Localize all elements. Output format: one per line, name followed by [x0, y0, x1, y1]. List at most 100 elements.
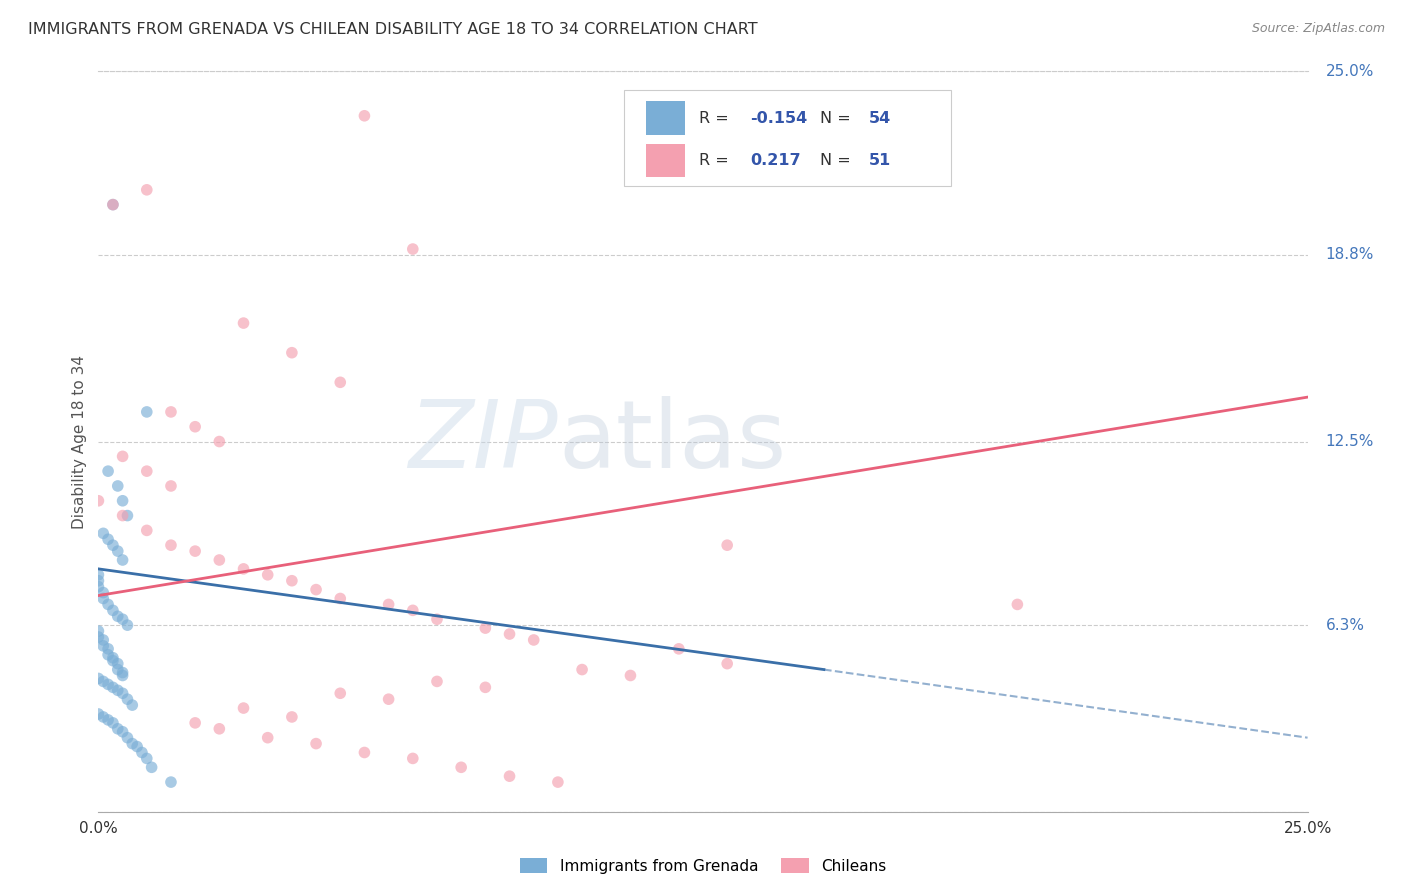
- Text: 18.8%: 18.8%: [1326, 247, 1374, 262]
- Point: [402, 603, 425, 617]
- Point: [121, 698, 143, 712]
- Point: [305, 582, 328, 597]
- Point: [208, 722, 231, 736]
- Point: [91, 632, 114, 647]
- Point: [101, 650, 124, 665]
- Text: ZIP: ZIP: [408, 396, 558, 487]
- Text: 12.5%: 12.5%: [1326, 434, 1374, 449]
- Point: [547, 775, 569, 789]
- Point: [107, 479, 129, 493]
- Point: [135, 464, 157, 478]
- Point: [107, 722, 129, 736]
- Text: N =: N =: [820, 111, 856, 126]
- Point: [402, 751, 425, 765]
- Point: [474, 681, 496, 695]
- Point: [107, 544, 129, 558]
- Point: [127, 739, 149, 754]
- Point: [160, 775, 183, 789]
- Point: [232, 562, 254, 576]
- Point: [111, 665, 134, 680]
- Point: [101, 715, 124, 730]
- Point: [91, 674, 114, 689]
- Point: [329, 591, 352, 606]
- Point: [117, 508, 139, 523]
- Point: [135, 183, 157, 197]
- Point: [111, 686, 134, 700]
- Point: [101, 197, 124, 211]
- Text: Source: ZipAtlas.com: Source: ZipAtlas.com: [1251, 22, 1385, 36]
- Point: [281, 574, 304, 588]
- Point: [107, 683, 129, 698]
- Text: N =: N =: [820, 153, 856, 168]
- Point: [111, 450, 134, 464]
- Text: -0.154: -0.154: [751, 111, 807, 126]
- Point: [91, 710, 114, 724]
- Point: [131, 746, 153, 760]
- Text: 54: 54: [869, 111, 891, 126]
- Point: [426, 612, 449, 626]
- Point: [450, 760, 472, 774]
- Point: [111, 724, 134, 739]
- Legend: Immigrants from Grenada, Chileans: Immigrants from Grenada, Chileans: [513, 852, 893, 880]
- Point: [523, 632, 546, 647]
- Point: [135, 524, 157, 538]
- Text: 51: 51: [869, 153, 891, 168]
- Point: [141, 760, 163, 774]
- Point: [107, 663, 129, 677]
- Point: [377, 598, 399, 612]
- FancyBboxPatch shape: [647, 144, 685, 177]
- Point: [91, 585, 114, 599]
- Point: [87, 580, 110, 594]
- Point: [281, 345, 304, 359]
- Point: [184, 419, 207, 434]
- Point: [619, 668, 641, 682]
- Point: [305, 737, 328, 751]
- Point: [117, 731, 139, 745]
- Point: [87, 672, 110, 686]
- Text: R =: R =: [699, 111, 734, 126]
- Text: 6.3%: 6.3%: [1326, 617, 1365, 632]
- Point: [87, 574, 110, 588]
- Point: [101, 603, 124, 617]
- Point: [111, 612, 134, 626]
- Point: [111, 553, 134, 567]
- Point: [135, 751, 157, 765]
- Point: [87, 624, 110, 638]
- Y-axis label: Disability Age 18 to 34: Disability Age 18 to 34: [72, 354, 87, 529]
- Point: [281, 710, 304, 724]
- Point: [101, 681, 124, 695]
- Point: [97, 533, 120, 547]
- Point: [426, 674, 449, 689]
- FancyBboxPatch shape: [624, 90, 950, 186]
- Point: [498, 769, 520, 783]
- Text: R =: R =: [699, 153, 734, 168]
- Point: [97, 713, 120, 727]
- Point: [97, 464, 120, 478]
- Point: [474, 621, 496, 635]
- Text: 0.217: 0.217: [751, 153, 801, 168]
- Point: [101, 197, 124, 211]
- Point: [97, 648, 120, 662]
- FancyBboxPatch shape: [647, 102, 685, 135]
- Point: [256, 567, 278, 582]
- Point: [402, 242, 425, 256]
- Point: [97, 641, 120, 656]
- Point: [329, 376, 352, 390]
- Point: [111, 508, 134, 523]
- Point: [160, 405, 183, 419]
- Point: [107, 609, 129, 624]
- Point: [91, 639, 114, 653]
- Point: [117, 618, 139, 632]
- Point: [117, 692, 139, 706]
- Point: [87, 630, 110, 644]
- Point: [716, 657, 738, 671]
- Point: [668, 641, 690, 656]
- Point: [97, 677, 120, 691]
- Point: [135, 405, 157, 419]
- Point: [97, 598, 120, 612]
- Text: 25.0%: 25.0%: [1326, 64, 1374, 78]
- Point: [121, 737, 143, 751]
- Point: [498, 627, 520, 641]
- Point: [87, 493, 110, 508]
- Point: [716, 538, 738, 552]
